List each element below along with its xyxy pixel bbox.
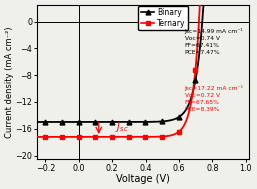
Text: Jsc=17.22 mA cm⁻¹
Voc=0.72 V
FF=67.65%
PCE=8.39%: Jsc=17.22 mA cm⁻¹ Voc=0.72 V FF=67.65% P…	[185, 85, 244, 112]
Text: $J_{sc}$: $J_{sc}$	[115, 120, 129, 134]
Legend: Binary, Ternary: Binary, Ternary	[138, 6, 188, 30]
X-axis label: Voltage (V): Voltage (V)	[116, 174, 170, 184]
Bar	[39, 27, 135, 115]
Y-axis label: Current density (mA cm⁻²): Current density (mA cm⁻²)	[5, 26, 14, 138]
Text: Jsc=14.99 mA cm⁻¹
Voc=0.74 V
FF=67.41%
PCE=7.47%: Jsc=14.99 mA cm⁻¹ Voc=0.74 V FF=67.41% P…	[185, 28, 243, 55]
